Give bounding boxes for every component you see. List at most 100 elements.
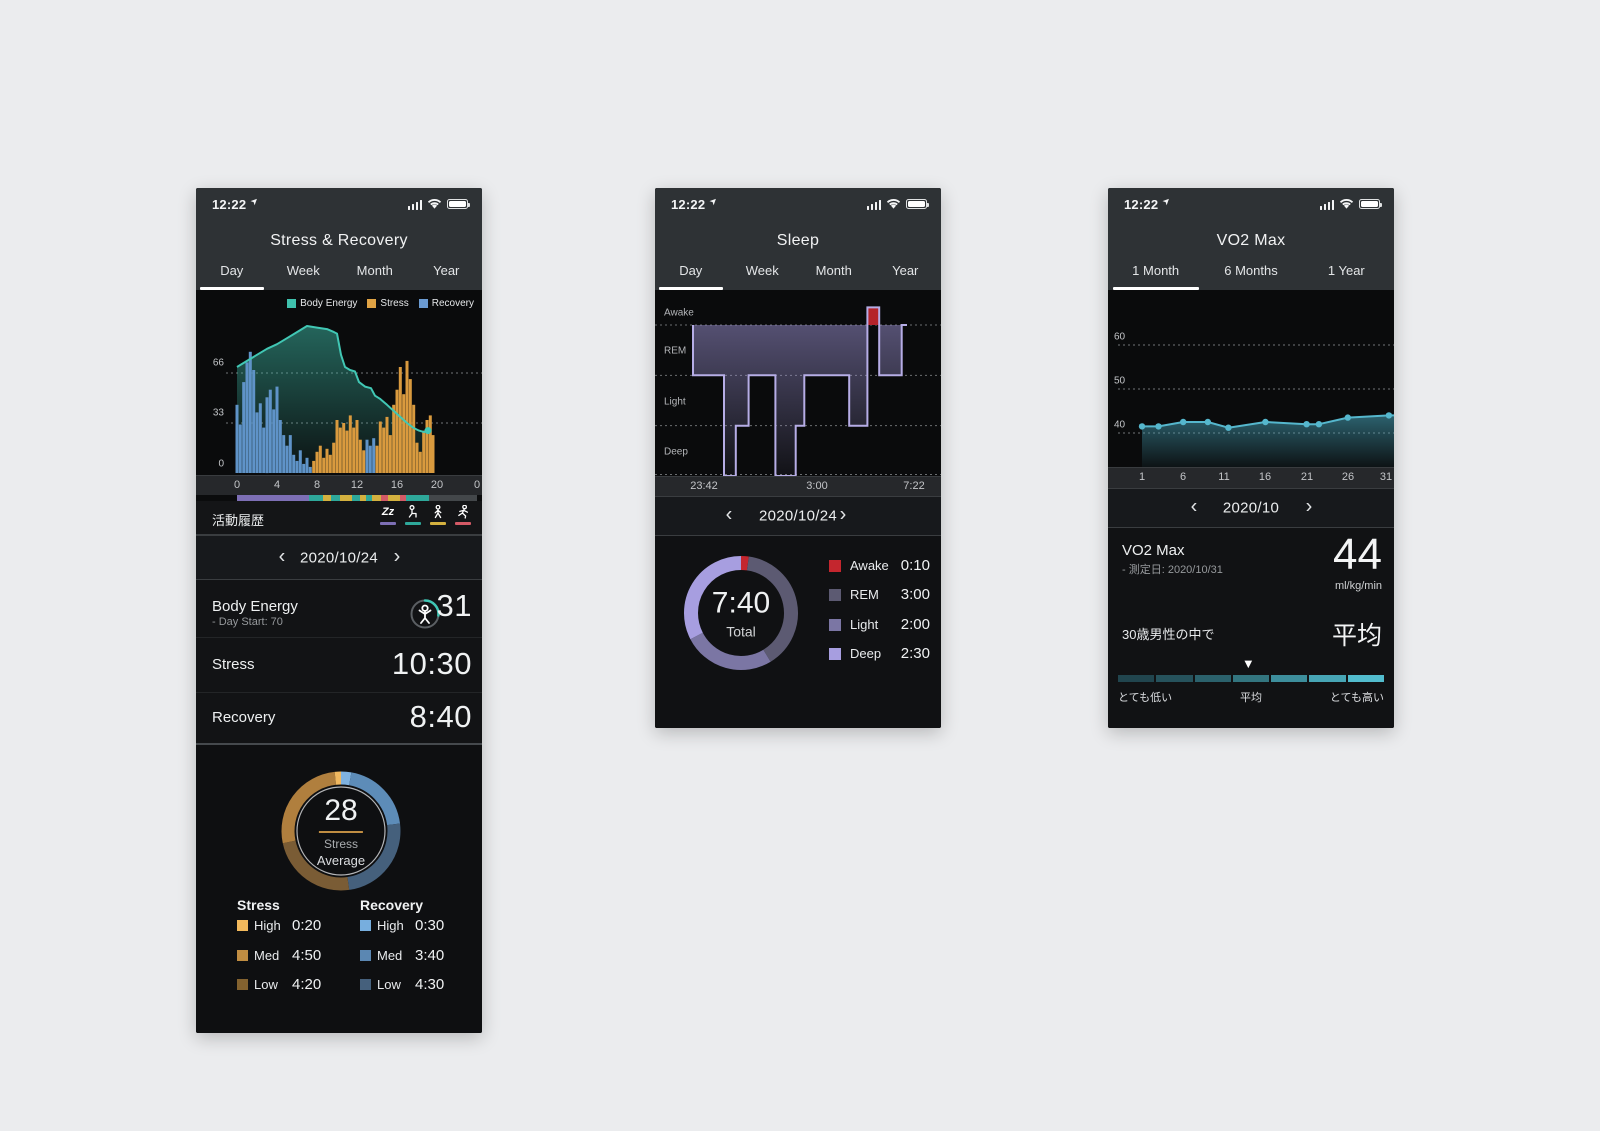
legend-swatch bbox=[829, 618, 841, 631]
walk-activity-icon[interactable] bbox=[429, 505, 447, 525]
legend-swatch bbox=[237, 920, 248, 931]
activity-history-row: 活動履歴 Zz bbox=[196, 501, 482, 535]
legend-swatch bbox=[829, 559, 841, 572]
stress-chart-panel[interactable]: Body Energy Stress Recovery 66 33 0 bbox=[196, 290, 482, 475]
y-tick: 0 bbox=[218, 458, 224, 470]
breakdown-row: Med 3:40 bbox=[360, 947, 444, 964]
vo2-rating: 平均 bbox=[1331, 622, 1382, 650]
signal-icon bbox=[407, 200, 422, 210]
breakdown-row: Med 4:50 bbox=[237, 947, 321, 964]
legend-swatch bbox=[360, 920, 371, 931]
stage-name: REM bbox=[850, 587, 879, 602]
vo2-value: 44 bbox=[1333, 530, 1382, 579]
breakdown-title: Recovery bbox=[360, 897, 424, 913]
breakdown-value: 0:30 bbox=[415, 917, 445, 934]
legend-swatch bbox=[237, 950, 248, 961]
gauge-segment bbox=[1309, 675, 1346, 682]
tab-month[interactable]: Month bbox=[815, 263, 852, 278]
x-tick: 31 bbox=[1379, 471, 1393, 483]
wifi-icon bbox=[886, 199, 901, 209]
tab-week[interactable]: Week bbox=[286, 263, 320, 278]
activity-segment bbox=[388, 495, 400, 501]
breakdown-row: Low 4:20 bbox=[237, 976, 321, 993]
activity-segment bbox=[237, 495, 309, 501]
tab-year[interactable]: Year bbox=[892, 263, 919, 278]
sleep-legend-row: Light 2:00 bbox=[829, 616, 930, 633]
activity-segment bbox=[406, 495, 429, 501]
prev-date-button[interactable]: ‹ bbox=[725, 503, 733, 526]
recovery-value: 8:40 bbox=[409, 699, 472, 734]
breakdown-value: 4:50 bbox=[292, 947, 322, 964]
sleep-activity-icon[interactable]: Zz bbox=[379, 505, 397, 525]
stage-duration: 0:10 bbox=[900, 557, 930, 574]
sleep-legend-row: REM 3:00 bbox=[829, 586, 930, 603]
next-date-button[interactable]: › bbox=[1305, 495, 1313, 518]
legend-swatch bbox=[829, 647, 841, 660]
body-energy-row[interactable]: Body Energy - Day Start: 70 31 bbox=[196, 580, 482, 638]
status-bar: 12:22 ➤ bbox=[196, 194, 482, 216]
metric-label: Stress bbox=[212, 656, 255, 673]
activity-segment bbox=[381, 495, 388, 501]
sleep-legend-row: Deep 2:30 bbox=[829, 645, 930, 662]
stress-chart[interactable] bbox=[196, 290, 482, 475]
location-arrow-icon: ➤ bbox=[248, 194, 261, 208]
breakdown-label: High bbox=[254, 918, 281, 933]
stress-row[interactable]: Stress 10:30 bbox=[196, 638, 482, 693]
x-tick: 23:42 bbox=[690, 480, 718, 492]
y-tick: 33 bbox=[212, 407, 224, 419]
rest-activity-icon[interactable] bbox=[404, 505, 422, 525]
signal-icon bbox=[1319, 200, 1334, 210]
tab-day[interactable]: Day bbox=[655, 256, 727, 290]
current-date: 2020/10/24 bbox=[758, 507, 838, 525]
activity-segment bbox=[360, 495, 366, 501]
tab-month[interactable]: Month bbox=[356, 263, 393, 278]
stage-label: Awake bbox=[664, 307, 694, 319]
x-tick: 11 bbox=[1218, 471, 1230, 483]
gauge-segment bbox=[1194, 675, 1231, 682]
next-date-button[interactable]: › bbox=[839, 503, 847, 526]
x-tick: 16 bbox=[390, 479, 404, 491]
y-tick: 66 bbox=[212, 357, 224, 369]
prev-date-button[interactable]: ‹ bbox=[278, 545, 286, 568]
header: 12:22 ➤ Sleep Day Week Month Year bbox=[655, 188, 941, 290]
sleep-total-donut: 7:40 Total bbox=[671, 543, 811, 688]
tab-week[interactable]: Week bbox=[745, 263, 779, 278]
prev-date-button[interactable]: ‹ bbox=[1190, 495, 1198, 518]
legend-swatch bbox=[418, 299, 428, 308]
sleep-chart-panel[interactable]: Awake REM Light Deep bbox=[655, 290, 941, 476]
stress-average-card: 28 Stress Average Stress High 0:20 Med 4:50 L… bbox=[196, 743, 482, 1033]
clock: 12:22 bbox=[671, 197, 706, 212]
next-date-button[interactable]: › bbox=[393, 545, 401, 568]
tab-1-month[interactable]: 1 Month bbox=[1108, 256, 1203, 290]
tab-6-months[interactable]: 6 Months bbox=[1224, 263, 1278, 278]
tab-1-year[interactable]: 1 Year bbox=[1327, 263, 1365, 278]
recovery-row[interactable]: Recovery 8:40 bbox=[196, 693, 482, 743]
tab-year[interactable]: Year bbox=[433, 263, 460, 278]
vo2-line-chart[interactable] bbox=[1108, 290, 1394, 467]
x-tick: 3:00 bbox=[806, 480, 828, 492]
vo2-measured-date: - 測定日: 2020/10/31 bbox=[1122, 564, 1223, 576]
vo2-chart-panel[interactable]: 60 50 40 bbox=[1108, 290, 1394, 467]
date-navigator: ‹ 2020/10 › bbox=[1108, 488, 1394, 528]
gauge-label-mid: 平均 bbox=[1240, 692, 1262, 704]
legend-swatch bbox=[829, 588, 841, 601]
breakdown-label: High bbox=[377, 918, 404, 933]
stage-name: Deep bbox=[850, 646, 882, 661]
sleep-legend-row: Awake 0:10 bbox=[829, 557, 930, 574]
vo2-rating-gauge bbox=[1118, 675, 1384, 682]
activity-segment bbox=[372, 495, 381, 501]
tab-day[interactable]: Day bbox=[196, 256, 268, 290]
location-arrow-icon: ➤ bbox=[707, 194, 720, 208]
signal-icon bbox=[866, 200, 881, 210]
activity-segment bbox=[309, 495, 323, 501]
run-activity-icon[interactable] bbox=[454, 505, 472, 525]
sleep-hypnogram-chart[interactable] bbox=[655, 290, 941, 476]
breakdown-label: Med bbox=[254, 948, 280, 963]
page-title: VO2 Max bbox=[1216, 232, 1286, 249]
gauge-segment bbox=[1118, 675, 1155, 682]
gauge-marker-icon: ▼ bbox=[1241, 656, 1255, 671]
x-tick: 6 bbox=[1179, 471, 1187, 483]
location-arrow-icon: ➤ bbox=[1160, 194, 1173, 208]
period-tabs: Day Week Month Year bbox=[196, 256, 482, 290]
x-tick: 7:22 bbox=[903, 480, 925, 492]
